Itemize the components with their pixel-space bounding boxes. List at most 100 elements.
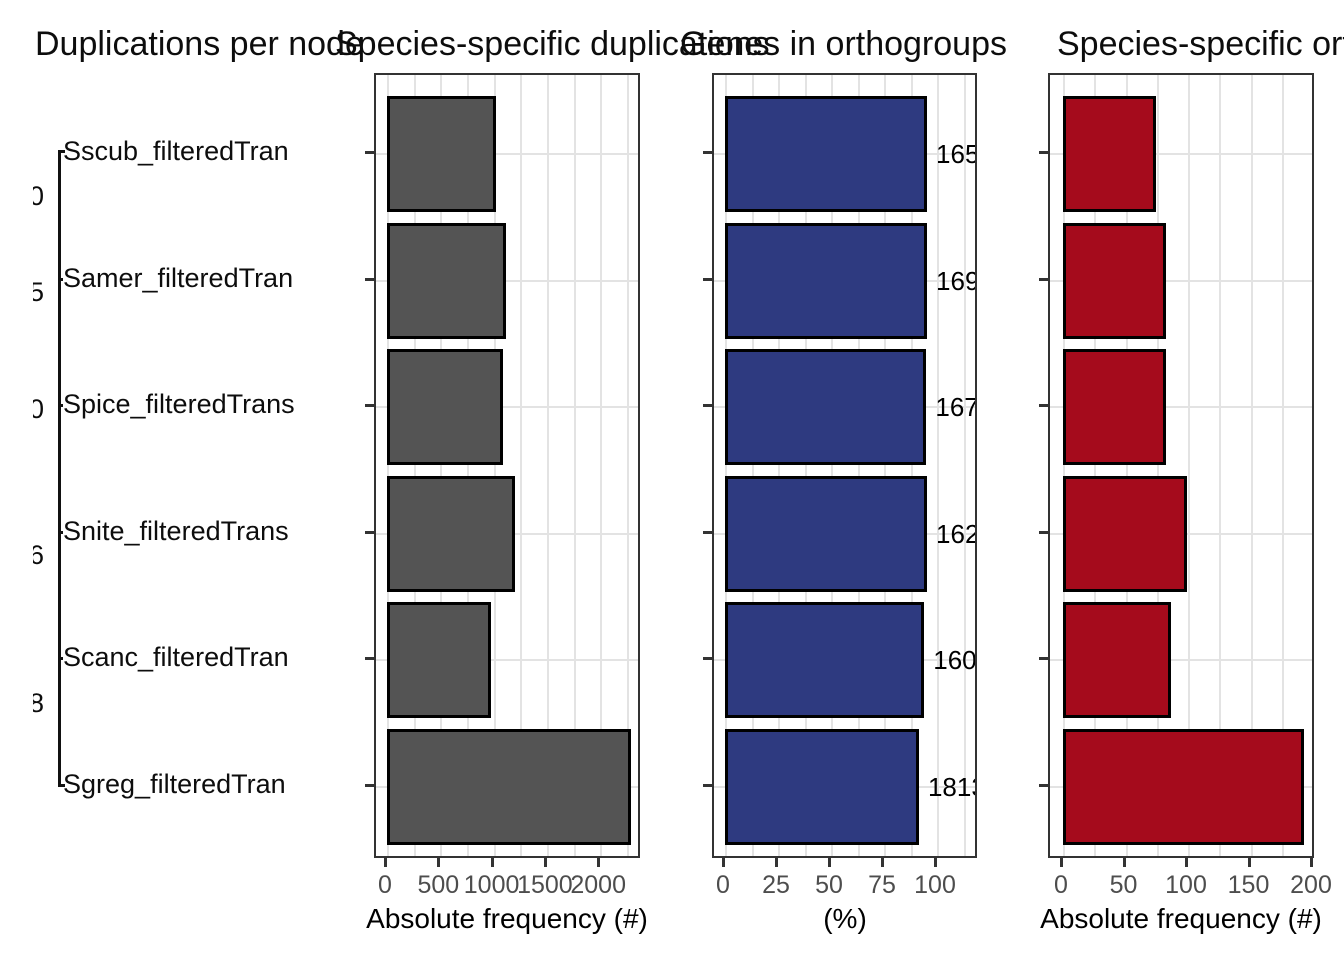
x-axis-tick-label: 500 bbox=[417, 871, 460, 899]
bar bbox=[1063, 475, 1187, 592]
x-axis-tick-label: 150 bbox=[1227, 871, 1270, 899]
bar-value-label: 167 bbox=[935, 392, 977, 422]
tree-node-label-clipped: 0 bbox=[33, 394, 44, 424]
bar bbox=[725, 96, 928, 212]
gridline-vertical bbox=[573, 75, 576, 856]
gridline-vertical bbox=[626, 75, 629, 856]
x-axis-tick bbox=[543, 858, 547, 867]
bar bbox=[1063, 349, 1166, 465]
bar bbox=[387, 728, 631, 845]
tree-branch-stub bbox=[58, 530, 63, 534]
bar bbox=[1063, 222, 1166, 339]
gridline-horizontal bbox=[1050, 659, 1312, 661]
y-axis-tick bbox=[365, 277, 374, 281]
panel-title-species-specific-duplications: Species-specific duplications bbox=[335, 25, 770, 63]
x-axis-tick-label: 1000 bbox=[463, 871, 520, 899]
y-axis-tick bbox=[1039, 783, 1048, 787]
x-axis-tick bbox=[1310, 858, 1313, 867]
gridline-vertical bbox=[466, 75, 469, 856]
tree-node-label-clipped: 6 bbox=[33, 540, 44, 570]
gridline-vertical bbox=[937, 75, 939, 856]
gridline-vertical bbox=[1156, 75, 1159, 856]
x-axis-tick bbox=[1247, 858, 1251, 867]
tree-tip-label: Sscub_filteredTran bbox=[63, 136, 289, 166]
gridline-horizontal bbox=[376, 406, 638, 408]
gridline-vertical bbox=[1281, 75, 1284, 856]
gridline-vertical bbox=[1250, 75, 1253, 856]
gridline-vertical bbox=[804, 75, 807, 856]
x-axis-title-absolute-frequency-1: Absolute frequency (#) bbox=[366, 903, 648, 934]
tree-branch-stub bbox=[58, 150, 65, 153]
bar bbox=[387, 96, 496, 212]
bar bbox=[725, 602, 925, 718]
x-axis-tick-label: 100 bbox=[914, 871, 956, 899]
gridline-vertical bbox=[857, 75, 860, 856]
bar bbox=[387, 602, 491, 718]
x-axis-tick bbox=[1185, 858, 1188, 867]
gridline-vertical bbox=[520, 75, 523, 856]
x-axis-tick bbox=[597, 858, 601, 867]
gridline-vertical bbox=[387, 75, 389, 856]
tree-branch-trunk bbox=[58, 150, 61, 787]
bar bbox=[725, 475, 928, 592]
gridline-vertical bbox=[963, 75, 966, 856]
x-axis-tick bbox=[722, 858, 725, 867]
gridline-vertical bbox=[910, 75, 913, 856]
tree-node-label-clipped: 0 bbox=[33, 181, 44, 211]
gridline-vertical bbox=[413, 75, 416, 856]
y-axis-tick bbox=[703, 404, 712, 407]
tree-tip-label: Sgreg_filteredTran bbox=[63, 768, 286, 799]
bar-panel-species-specific-duplications bbox=[374, 73, 640, 858]
tree-branch-stub bbox=[58, 784, 65, 787]
x-axis-tick-label: 75 bbox=[868, 871, 896, 899]
bar bbox=[387, 349, 503, 465]
x-axis-tick bbox=[934, 858, 937, 867]
gridline-vertical bbox=[831, 75, 833, 856]
gridline-vertical bbox=[1219, 75, 1222, 856]
x-axis-tick bbox=[384, 858, 387, 867]
x-axis-tick-label: 2000 bbox=[570, 871, 626, 899]
tree-branch-stub bbox=[58, 277, 63, 281]
gridline-horizontal bbox=[1050, 153, 1312, 155]
bar-value-label: 169 bbox=[936, 265, 977, 296]
x-axis-tick-label: 0 bbox=[716, 871, 730, 899]
gridline-vertical bbox=[1063, 75, 1065, 856]
tree-tip-label: Spice_filteredTrans bbox=[63, 389, 295, 419]
y-axis-tick bbox=[1039, 277, 1048, 281]
gridline-vertical bbox=[1188, 75, 1190, 856]
gridline-vertical bbox=[884, 75, 886, 856]
gridline-horizontal bbox=[376, 279, 638, 282]
tree-branch-stub bbox=[58, 657, 63, 660]
bar bbox=[387, 222, 507, 339]
gridline-vertical bbox=[546, 75, 549, 856]
bar-value-label: 160 bbox=[933, 645, 977, 675]
y-axis-tick bbox=[703, 657, 712, 660]
y-axis-tick bbox=[1039, 404, 1048, 407]
y-axis-tick bbox=[365, 151, 374, 154]
x-axis-tick bbox=[437, 858, 441, 867]
x-axis-tick-label: 25 bbox=[762, 871, 790, 899]
tree-node-label-clipped: 5 bbox=[33, 277, 44, 307]
x-axis-tick bbox=[490, 858, 494, 867]
gridline-vertical bbox=[440, 75, 443, 856]
y-axis-tick bbox=[703, 277, 712, 281]
y-axis-tick bbox=[365, 530, 374, 534]
bar bbox=[1063, 602, 1171, 718]
y-axis-tick bbox=[365, 783, 374, 787]
bar-panel-species-specific-orthogroups bbox=[1048, 73, 1314, 858]
x-axis-tick bbox=[1122, 858, 1126, 867]
gridline-vertical bbox=[1125, 75, 1128, 856]
bar bbox=[1063, 96, 1156, 212]
x-axis-tick-label: 50 bbox=[1109, 871, 1138, 899]
gridline-vertical bbox=[1094, 75, 1097, 856]
gridline-horizontal bbox=[1050, 279, 1312, 282]
gridline-horizontal bbox=[376, 153, 638, 155]
bar bbox=[725, 728, 919, 845]
bar-value-label: 1813 bbox=[927, 771, 975, 802]
y-axis-tick bbox=[1039, 530, 1048, 534]
x-axis-tick-label: 50 bbox=[815, 871, 843, 899]
x-axis-tick bbox=[775, 858, 778, 867]
bar bbox=[387, 475, 516, 592]
x-axis-tick-label: 1500 bbox=[517, 871, 573, 899]
